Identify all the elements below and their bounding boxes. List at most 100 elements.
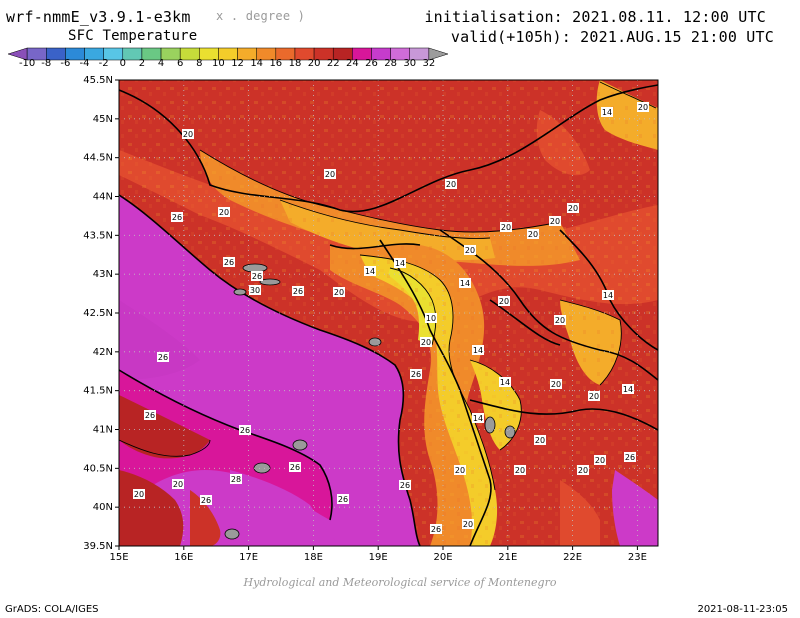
y-tick-label: 42N [93, 347, 113, 358]
y-tick-label: 45N [93, 114, 113, 125]
svg-text:14: 14 [395, 259, 405, 268]
x-tick-label: 16E [174, 552, 193, 563]
contour-label: 20 [594, 455, 606, 465]
contour-label: 20 [534, 435, 546, 445]
axis-ticks: 45.5N 45N 44.5N 44N 43.5N 43N 42.5N 42N 41.5N 41N… [83, 75, 647, 563]
contour-label: 26 [144, 410, 156, 420]
svg-text:26: 26 [400, 481, 410, 490]
svg-text:20: 20 [528, 230, 538, 239]
svg-text:14: 14 [473, 346, 483, 355]
svg-text:20: 20 [499, 297, 509, 306]
svg-text:26: 26 [431, 525, 441, 534]
svg-text:20: 20 [578, 466, 588, 475]
svg-text:26: 26 [338, 495, 348, 504]
contour-label: 26 [410, 369, 422, 379]
colorbar-label: 14 [250, 58, 264, 69]
colorbar-label: -6 [60, 58, 71, 69]
colorbar-label: 28 [384, 58, 397, 69]
x-tick-label: 21E [498, 552, 517, 563]
contour-label: 26 [337, 494, 349, 504]
contour-label: 20 [420, 337, 432, 347]
x-tick-label: 15E [109, 552, 128, 563]
color-scale-labels: -10 -8 -6 -4 -2 0 2 4 6 8 10 12 14 16 18 20 22 24 26 28 30 32 [0, 58, 460, 72]
svg-text:14: 14 [603, 291, 613, 300]
svg-text:26: 26 [158, 353, 168, 362]
x-tick-label: 23E [628, 552, 647, 563]
colorbar-arrow-high [428, 47, 448, 61]
x-tick-label: 22E [563, 552, 582, 563]
svg-text:26: 26 [145, 411, 155, 420]
contour-label: 20 [454, 465, 466, 475]
contour-label: 26 [251, 271, 263, 281]
svg-text:20: 20 [515, 466, 525, 475]
svg-text:14: 14 [365, 267, 375, 276]
svg-text:26: 26 [290, 463, 300, 472]
svg-text:20: 20 [568, 204, 578, 213]
product-title: SFC Temperature [68, 28, 198, 44]
colorbar-label: 32 [422, 58, 436, 69]
contour-label: 20 [333, 287, 345, 297]
colorbar-label: 2 [138, 58, 146, 69]
contour-label: 20 [549, 216, 561, 226]
contour-label: 14 [459, 278, 471, 288]
svg-text:20: 20 [551, 380, 561, 389]
contour-label: 26 [200, 495, 212, 505]
svg-text:10: 10 [426, 314, 436, 323]
contour-label: 14 [472, 345, 484, 355]
svg-text:20: 20 [334, 288, 344, 297]
contour-label: 30 [249, 285, 261, 295]
contour-label: 20 [577, 465, 589, 475]
x-tick-label: 19E [369, 552, 388, 563]
color-scale-bar [8, 47, 448, 61]
svg-text:26: 26 [224, 258, 234, 267]
contour-label: 26 [223, 257, 235, 267]
svg-text:14: 14 [460, 279, 470, 288]
generation-timestamp: 2021-08-11-23:05 [697, 604, 788, 615]
contour-label: 20 [498, 296, 510, 306]
contour-label: 20 [554, 315, 566, 325]
contour-label: 20 [527, 229, 539, 239]
y-tick-label: 39.5N [83, 541, 113, 552]
contour-label: 20 [550, 379, 562, 389]
contour-label: 26 [430, 524, 442, 534]
svg-text:26: 26 [201, 496, 211, 505]
colorbar-label: 24 [345, 58, 359, 69]
y-tick-label: 45.5N [83, 75, 113, 86]
contour-label: 20 [445, 179, 457, 189]
contour-label: 26 [399, 480, 411, 490]
contour-label: 20 [218, 207, 230, 217]
svg-text:20: 20 [421, 338, 431, 347]
y-tick-label: 44N [93, 192, 113, 203]
contour-label: 26 [239, 425, 251, 435]
svg-text:26: 26 [293, 287, 303, 296]
contour-label: 26 [624, 452, 636, 462]
contour-label: 20 [514, 465, 526, 475]
y-tick-label: 41.5N [83, 386, 113, 397]
contour-label: 14 [364, 266, 376, 276]
contour-label: 20 [500, 222, 512, 232]
y-tick-label: 42.5N [83, 308, 113, 319]
contour-label: 28 [230, 474, 242, 484]
y-tick-label: 43N [93, 269, 113, 280]
svg-text:26: 26 [411, 370, 421, 379]
contour-label: 14 [601, 107, 613, 117]
x-tick-label: 18E [304, 552, 323, 563]
svg-text:26: 26 [252, 272, 262, 281]
svg-text:20: 20 [535, 436, 545, 445]
valid-time: valid(+105h): 2021.AUG.15 21:00 UTC [450, 28, 774, 46]
svg-text:14: 14 [473, 414, 483, 423]
x-tick-label: 20E [433, 552, 452, 563]
colorbar-label: -8 [41, 58, 52, 69]
contour-label: 26 [157, 352, 169, 362]
y-tick-label: 43.5N [83, 230, 113, 241]
colorbar-label: -2 [98, 58, 109, 69]
svg-text:20: 20 [134, 490, 144, 499]
colorbar-label: 12 [231, 58, 244, 69]
svg-text:20: 20 [446, 180, 456, 189]
svg-text:20: 20 [455, 466, 465, 475]
software-credit: GrADS: COLA/IGES [5, 604, 99, 615]
contour-label: 26 [292, 286, 304, 296]
contour-label: 20 [637, 102, 649, 112]
initialisation-time: initialisation: 2021.08.11. 12:00 UTC [424, 8, 766, 26]
